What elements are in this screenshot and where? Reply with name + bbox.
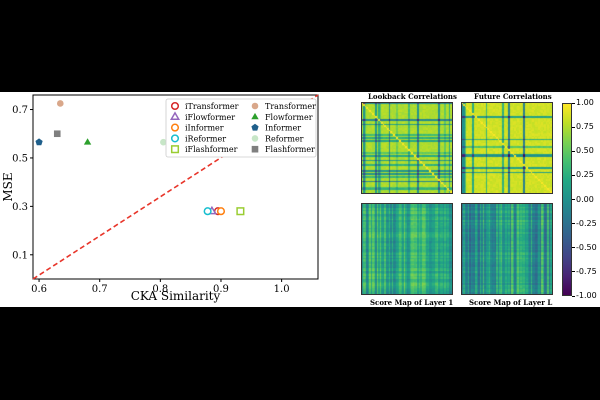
- colorbar-tick-mark: [572, 174, 575, 176]
- legend-label: iReformer: [185, 134, 226, 143]
- colorbar-tick-mark: [572, 102, 575, 104]
- legend-marker-reformer: [251, 135, 259, 142]
- point-flowformer: [83, 138, 92, 145]
- legend-box: [165, 98, 317, 158]
- heatmap-title-future: Future Correlations: [474, 92, 552, 101]
- point-informer: [35, 138, 43, 146]
- colorbar-tick-label: 0.50: [576, 146, 594, 156]
- heatmap-future-correlations: [461, 102, 553, 194]
- legend-label: iTransformer: [185, 102, 239, 111]
- legend-label: Reformer: [265, 134, 304, 143]
- point-iflashformer: [236, 207, 245, 216]
- colorbar-tick-mark: [572, 271, 575, 273]
- legend-label: Transformer: [265, 102, 316, 111]
- legend-label: iFlashformer: [185, 145, 238, 154]
- legend-marker-informer: [251, 123, 259, 131]
- colorbar-tick-mark: [572, 295, 575, 297]
- legend-marker-transformer: [251, 102, 259, 110]
- colorbar-tick-mark: [572, 247, 575, 249]
- x-tick-label: 0.8: [152, 284, 168, 295]
- point-transformer: [56, 100, 64, 107]
- legend-label: Flowformer: [265, 113, 313, 122]
- heatmap-score-map-layer-l: [461, 203, 553, 295]
- legend-marker-flashformer: [251, 145, 259, 153]
- colorbar-tick-mark: [572, 150, 575, 152]
- colorbar-tick-label: -0.75: [576, 266, 597, 276]
- colorbar-tick-label: -0.25: [576, 218, 597, 228]
- colorbar-tick-label: -0.50: [576, 242, 597, 252]
- legend-label: Informer: [265, 124, 301, 133]
- legend-marker-iinformer: [170, 123, 180, 132]
- y-tick-label: 0.3: [12, 202, 28, 213]
- heatmap-score-map-layer-1: [361, 203, 453, 295]
- heatmap-lookback-correlations: [361, 102, 453, 194]
- y-tick-label: 0.1: [12, 250, 28, 261]
- legend-marker-flowformer: [251, 112, 259, 120]
- legend-marker-itransformer: [170, 101, 180, 111]
- y-axis-label: MSE: [1, 172, 15, 201]
- colorbar-tick-mark: [572, 126, 575, 128]
- colorbar-tick-label: 0.25: [576, 170, 594, 180]
- colorbar: [562, 103, 572, 296]
- legend-label: iFlowformer: [185, 113, 235, 122]
- heatmap-title-layer-l: Score Map of Layer L: [469, 298, 553, 307]
- legend-marker-iflashformer: [170, 145, 180, 154]
- point-flashformer: [53, 130, 61, 138]
- x-tick-label: 0.6: [31, 284, 47, 295]
- heatmap-area: Lookback Correlations Future Correlation…: [0, 92, 600, 307]
- point-iinformer: [216, 207, 226, 216]
- scatter-chart: 0.6 0.7 0.8 0.9 1.0 0.1 0.3 0.5 0.7 CKA Similarit…: [1, 94, 319, 303]
- point-reformer: [160, 138, 167, 146]
- point-ireformer: [203, 207, 212, 216]
- legend-label: iInformer: [185, 124, 224, 133]
- colorbar-tick-mark: [572, 223, 575, 225]
- colorbar-tick-label: 1.00: [576, 98, 594, 107]
- heatmap-title-lookback: Lookback Correlations: [368, 92, 457, 101]
- y-tick-label: 0.5: [12, 153, 28, 164]
- colorbar-tick-mark: [572, 199, 575, 200]
- heatmap-title-layer-1: Score Map of Layer 1: [370, 298, 454, 307]
- colorbar-tick-label: 0.75: [576, 122, 594, 132]
- y-tick-label: 0.7: [12, 105, 28, 116]
- legend-marker-ireformer: [170, 134, 180, 143]
- colorbar-tick-label: 0.00: [576, 194, 594, 204]
- x-tick-label: 0.9: [213, 284, 229, 295]
- legend-marker-iflowformer: [169, 111, 181, 121]
- legend-label: Flashformer: [265, 145, 315, 154]
- colorbar-tick-label: -1.00: [576, 291, 597, 300]
- x-axis-label: CKA Similarity: [131, 289, 221, 303]
- x-tick-label: 0.7: [92, 284, 108, 295]
- x-tick-label: 1.0: [274, 284, 290, 295]
